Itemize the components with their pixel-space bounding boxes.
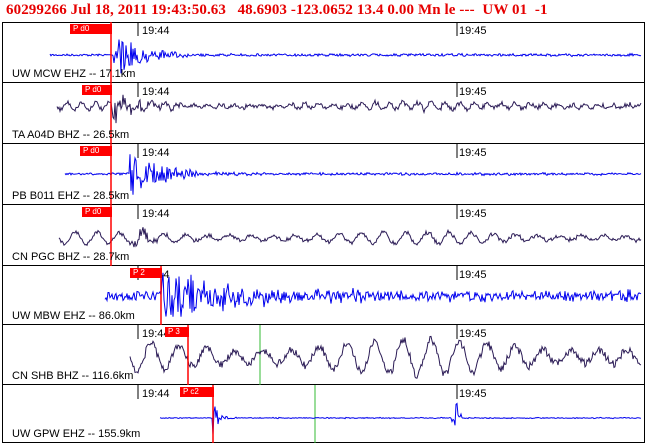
event-magnitude: 0.00: [387, 2, 415, 18]
time-label: 19:45: [459, 328, 487, 340]
trace-panel: 19:44 19:45 P d0 UW MCW EHZ -- 17.1km: [2, 22, 645, 83]
time-label: 19:44: [142, 328, 170, 340]
station-label: PB B011 EHZ -- 28.5km: [12, 190, 130, 202]
pick-label[interactable]: P d0: [70, 24, 112, 34]
trace-panel: 19:44 19:45 P d0 CN PGC BHZ -- 28.7km: [2, 205, 645, 266]
waveform: [129, 335, 642, 379]
pick-label[interactable]: P d0: [82, 85, 112, 95]
station-label: UW MBW EHZ -- 86.0km: [12, 310, 135, 322]
trace-panel: 19:44 19:45 P 3 CN SHB BHZ -- 116.6km: [2, 325, 645, 385]
waveform: [64, 154, 642, 195]
event-type: le: [444, 2, 456, 18]
time-label: 19:45: [459, 25, 487, 37]
waveform: [49, 39, 642, 74]
time-label: 19:45: [459, 388, 487, 400]
time-label: 19:44: [142, 208, 170, 220]
station-label: UW GPW EHZ -- 155.9km: [12, 428, 141, 440]
network: UW: [482, 2, 509, 18]
pick-label[interactable]: P 2: [130, 268, 162, 278]
event-depth: 13.4: [356, 2, 384, 18]
trace-panel: 19:44 19:45 P d0 PB B011 EHZ -- 28.5km: [2, 144, 645, 205]
version: 01: [512, 2, 528, 18]
event-date: Jul 18, 2011: [70, 2, 148, 18]
magnitude-type: Mn: [417, 2, 441, 18]
time-label: 19:44: [142, 86, 170, 98]
time-label: 19:44: [142, 25, 170, 37]
station-label: CN PGC BHZ -- 28.7km: [12, 251, 130, 263]
time-label: 19:45: [459, 269, 487, 281]
event-flags: ---: [459, 2, 475, 18]
time-label: 19:45: [459, 147, 487, 159]
station-label: UW MCW EHZ -- 17.1km: [12, 68, 136, 80]
time-label: 19:45: [459, 208, 487, 220]
time-label: 19:44: [142, 147, 170, 159]
station-label: CN SHB BHZ -- 116.6km: [12, 370, 134, 382]
event-header: 60299266 Jul 18, 2011 19:43:50.63 48.690…: [6, 2, 646, 20]
pick-label[interactable]: P d0: [82, 207, 112, 217]
pick-label[interactable]: P d0: [80, 146, 112, 156]
station-label: TA A04D BHZ -- 26.5km: [12, 129, 130, 141]
trace-panel: 19:44 19:45 P c2 UW GPW EHZ -- 155.9km: [2, 385, 645, 443]
event-latitude: 48.6903: [237, 2, 288, 18]
waveform: [159, 402, 642, 435]
event-longitude: -123.0652: [290, 2, 354, 18]
extra-flag: -1: [534, 2, 548, 18]
waveform: [104, 272, 642, 317]
event-id: 60299266: [6, 2, 67, 18]
time-label: 19:45: [459, 86, 487, 98]
trace-panel: 19:44 19:45 P d0 TA A04D BHZ -- 26.5km: [2, 83, 645, 144]
waveform: [58, 227, 642, 248]
pick-label[interactable]: P c2: [180, 387, 214, 397]
waveform: [56, 94, 642, 124]
pick-label[interactable]: P 3: [165, 327, 189, 337]
event-time: 19:43:50.63: [151, 2, 227, 18]
time-label: 19:44: [142, 388, 170, 400]
